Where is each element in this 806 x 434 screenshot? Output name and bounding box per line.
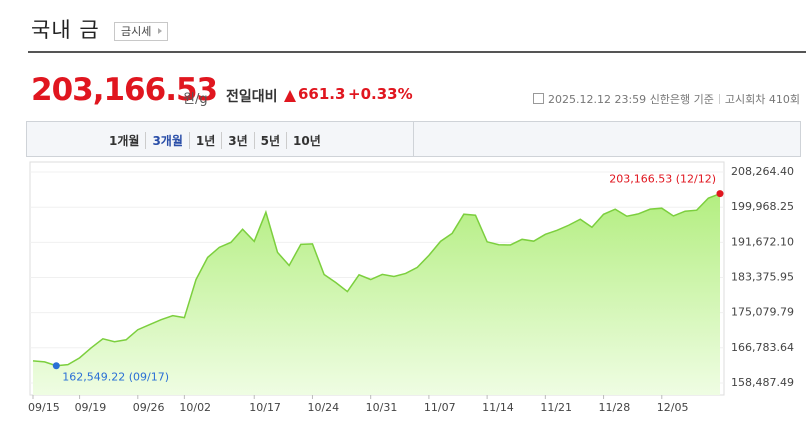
y-tick-label: 175,079.79 (731, 306, 794, 319)
line (32, 192, 721, 367)
tab[interactable]: 5년 (253, 132, 286, 149)
y-tick-label: 158,487.49 (731, 376, 794, 389)
x-tick-label: 11/14 (482, 401, 514, 414)
separator (718, 94, 720, 104)
x-tick-label: 09/15 (28, 401, 60, 414)
x-tick-label: 12/05 (657, 401, 689, 414)
x-tick-label: 09/19 (75, 401, 107, 414)
tab[interactable]: 3개월 (145, 132, 188, 149)
change-label: 전일대비 (226, 89, 278, 105)
y-tick-label: 183,375.95 (731, 270, 794, 283)
value-label: 203,166.53 (12/12) (609, 173, 716, 186)
y-tick-label: 191,672.10 (731, 235, 794, 248)
y-tick-label: 166,783.64 (731, 341, 794, 354)
round: 고시회차 410회 (724, 93, 800, 106)
x-tick-label: 10/02 (179, 401, 211, 414)
x-tick-label: 11/28 (599, 401, 631, 414)
change-percent: +0.33% (348, 85, 413, 103)
x-tick-label: 11/21 (540, 401, 572, 414)
tab[interactable]: 3년 (221, 132, 253, 149)
tab-list: 1개월 3개월 1년 3년 5년 10년 (103, 132, 327, 149)
point-marker (52, 362, 60, 370)
up-arrow (284, 90, 296, 102)
value-label: 162,549.22 (09/17) (62, 371, 169, 384)
tab[interactable]: 1년 (188, 132, 221, 149)
icon (533, 93, 544, 104)
x-tick-label: 10/31 (366, 401, 398, 414)
y-tick-label: 208,264.40 (731, 165, 794, 178)
x-tick-label: 10/17 (249, 401, 281, 414)
x-tick-label: 11/07 (424, 401, 456, 414)
price: 203,166.53 (31, 72, 218, 108)
tab[interactable]: 10년 (286, 132, 327, 149)
unit: 원/g (183, 92, 208, 107)
change: 661.3 (298, 85, 346, 103)
period-tabs: 1개월 3개월 1년 3년 5년 10년 (26, 121, 801, 157)
divider (28, 51, 806, 53)
source: 신한은행 기준 (649, 93, 714, 106)
point-marker (716, 190, 724, 198)
title: 국내 금 (31, 18, 100, 42)
area (33, 193, 720, 395)
quote-info: 2025.12.12 23:59 신한은행 기준 고시회차 410회 (533, 91, 800, 107)
divider (413, 122, 414, 156)
y-tick-label: 199,968.25 (731, 200, 794, 213)
gold-price-button[interactable]: 금시세 (114, 22, 169, 41)
tab[interactable]: 1개월 (109, 134, 140, 148)
x-tick-label: 10/24 (307, 401, 339, 414)
datetime: 2025.12.12 23:59 (548, 93, 647, 106)
x-tick-label: 09/26 (133, 401, 165, 414)
